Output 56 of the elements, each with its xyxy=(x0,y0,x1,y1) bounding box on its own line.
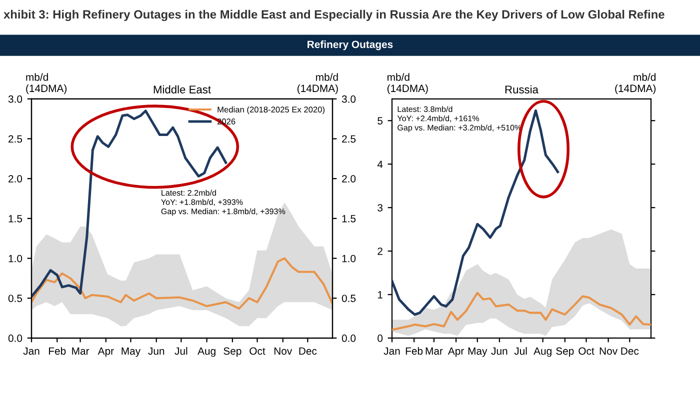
x-tick-label: May xyxy=(122,347,141,357)
x-tick-label: Dec xyxy=(621,347,639,355)
y-tick-label: 1 xyxy=(378,291,382,298)
annotation: Latest: 2.2mb/d YoY: +1.8mb/d, +393% Gap vs. Median: +1.8mb/d, +393% xyxy=(161,190,286,216)
y2-axis-title: mb/d (14DMA) xyxy=(615,73,656,94)
x-tick-label: Jan xyxy=(384,347,400,355)
x-tick-label: Oct xyxy=(578,347,594,355)
text: Refinery Outages xyxy=(308,40,393,50)
y-tick-label: 4 xyxy=(377,160,383,168)
x-tick-label: May xyxy=(468,347,488,357)
y-tick-label: 3 xyxy=(378,204,383,212)
x-tick-label: Jul xyxy=(514,347,527,355)
y-tick-label: 1.0 xyxy=(8,254,22,262)
y2-axis-title: mb/d (14DMA) xyxy=(297,73,338,94)
x-tick-label: Nov xyxy=(600,347,618,355)
x-tick-label: Sep xyxy=(224,347,242,357)
y-tick-label: 0.0 xyxy=(8,334,22,342)
y-tick-label: 2 xyxy=(378,248,382,255)
text: xhibit 3: High Refinery Outages in the Middle East and Especially in Russia Are the Key Drivers of Low Global Refine xyxy=(4,10,664,22)
y-tick-label: 3.0 xyxy=(8,95,22,103)
y-axis-title: mb/d (14DMA) xyxy=(26,73,67,94)
y2-tick-label: 2.0 xyxy=(342,175,356,182)
x-tick-label: Dec xyxy=(299,347,317,355)
y2-tick-label: 2.5 xyxy=(342,135,356,143)
x-tick-label: Aug xyxy=(534,347,552,357)
y2-tick-label: 0.5 xyxy=(342,294,356,302)
x-tick-label: Oct xyxy=(250,347,266,355)
legend-label: Median (2018-2025 Ex 2020) xyxy=(218,106,324,114)
y-tick-label: 2.5 xyxy=(8,135,22,143)
x-tick-label: Nov xyxy=(274,347,292,355)
y2-tick-label: 1.0 xyxy=(342,254,356,262)
x-tick-label: Jul xyxy=(174,347,188,355)
x-tick-label: Apr xyxy=(448,347,464,357)
x-tick-label: Feb xyxy=(49,347,66,355)
x-tick-label: Mar xyxy=(72,347,90,355)
x-tick-label: Sep xyxy=(556,347,574,357)
y-tick-label: 0 xyxy=(378,334,383,342)
x-tick-label: Feb xyxy=(406,347,423,355)
y-tick-label: 0.5 xyxy=(8,294,22,302)
y-tick-label: 2.0 xyxy=(8,175,22,182)
y2-tick-label: 3.0 xyxy=(342,95,356,103)
x-tick-label: Jun xyxy=(148,347,164,355)
chart-title: Russia xyxy=(505,85,538,94)
y2-tick-label: 0.0 xyxy=(342,334,356,342)
y-axis-title: mb/d (14DMA) xyxy=(387,73,428,94)
x-tick-label: Jun xyxy=(491,347,508,355)
y-tick-label: 5 xyxy=(378,117,383,125)
y-tick-label: 1.5 xyxy=(8,215,22,222)
x-tick-label: Apr xyxy=(98,347,114,357)
line-series xyxy=(392,292,651,331)
x-tick-label: Jan xyxy=(23,347,40,355)
chart-title: Middle East xyxy=(154,85,211,94)
y2-tick-label: 1.5 xyxy=(342,215,356,222)
line-series xyxy=(32,257,332,310)
x-tick-label: Aug xyxy=(198,347,216,357)
x-tick-label: Mar xyxy=(426,347,443,355)
